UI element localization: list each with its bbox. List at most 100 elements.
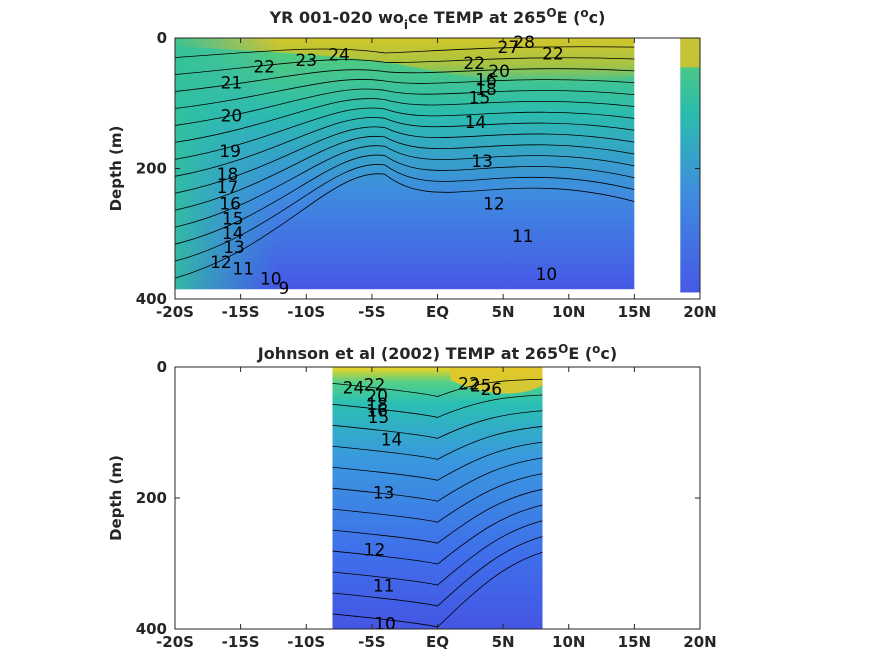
x-tick-label: -15S: [222, 633, 260, 651]
title-part: O: [546, 6, 556, 20]
contour-label: 21: [221, 74, 243, 94]
title-part: o: [592, 342, 600, 356]
contour-label: 16: [219, 194, 241, 214]
contour-line: [332, 426, 543, 460]
contour-line: [332, 520, 543, 586]
contour-label: 12: [364, 540, 386, 560]
contour-label: 22: [542, 44, 564, 64]
contour-label: 26: [480, 380, 502, 400]
temperature-field: [332, 367, 543, 629]
contour-line: [332, 488, 543, 544]
x-tick-label: -10S: [287, 633, 325, 651]
title-part: ce TEMP at 265: [408, 8, 546, 27]
contour-label: 12: [210, 253, 232, 273]
title-part: E (: [568, 344, 592, 363]
contour-label: 11: [373, 576, 395, 596]
contour-label: 18: [217, 165, 239, 185]
title-part: o: [580, 6, 588, 20]
side-strip-warm: [680, 38, 700, 68]
contour-line: [174, 57, 635, 75]
x-tick-label: -5S: [358, 303, 385, 321]
contour-label: 11: [232, 260, 254, 280]
title-part: YR 001-020 wo: [269, 8, 404, 27]
x-tick-label: -10S: [287, 303, 325, 321]
contour-label: 15: [469, 89, 491, 109]
title-part: c): [589, 8, 606, 27]
contour-label: 11: [512, 227, 534, 247]
x-tick-label: 15N: [618, 633, 651, 651]
contour-label: 14: [222, 224, 244, 244]
contour-line: [332, 457, 543, 502]
contour-label: 24: [343, 379, 365, 399]
contour-label: 22: [364, 375, 386, 395]
contour-label: 13: [223, 238, 245, 258]
y-tick-label: 0: [157, 29, 167, 47]
title-part: Johnson et al (2002) TEMP at 265: [257, 344, 558, 363]
contour-line: [174, 164, 635, 262]
x-tick-label: 10N: [552, 303, 585, 321]
contour-line: [174, 173, 635, 279]
contour-label: 24: [328, 46, 350, 66]
y-axis-label: Depth (m): [107, 126, 125, 212]
contour-line: [174, 135, 635, 211]
contour-line: [332, 394, 543, 418]
contour-label: 10: [536, 265, 558, 285]
contour-line: [332, 473, 543, 523]
contour-line: [174, 154, 635, 245]
y-axis-label: Depth (m): [107, 455, 125, 541]
contour-label: 22: [463, 54, 485, 74]
contour-label: 23: [295, 51, 317, 71]
contour-label: 20: [221, 106, 243, 126]
x-tick-label: -20S: [156, 633, 194, 651]
contour-label: 20: [488, 62, 510, 82]
contour-label: 10: [260, 269, 282, 289]
contour-label: 16: [366, 402, 388, 422]
x-tick-label: 5N: [492, 303, 515, 321]
contour-line: [174, 88, 635, 126]
x-tick-label: 5N: [492, 633, 515, 651]
y-tick-label: 200: [136, 489, 167, 507]
contour-label: 13: [471, 152, 493, 172]
title-part: O: [558, 342, 568, 356]
contour-label: 18: [475, 80, 497, 100]
missing-data-gap: [634, 38, 681, 290]
warm-surface-layer: [450, 367, 543, 394]
contour-label: 22: [458, 375, 480, 395]
contour-label: 25: [470, 377, 492, 397]
contour-label: 13: [373, 483, 395, 503]
contour-line: [332, 378, 543, 397]
contour-label: 22: [253, 57, 275, 77]
y-tick-label: 0: [157, 358, 167, 376]
contour-line: [332, 536, 543, 607]
y-tick-label: 200: [136, 160, 167, 178]
contour-line: [174, 46, 635, 58]
x-tick-label: EQ: [426, 633, 449, 651]
contour-line: [174, 78, 635, 109]
contour-label: 12: [483, 194, 505, 214]
contour-label: 14: [381, 430, 403, 450]
x-tick-label: 20N: [683, 303, 716, 321]
x-tick-label: EQ: [426, 303, 449, 321]
contour-line: [174, 98, 635, 143]
x-tick-label: -5S: [358, 633, 385, 651]
southern-shading: [175, 38, 382, 290]
y-tick-label: 400: [136, 290, 167, 308]
x-tick-label: -20S: [156, 303, 194, 321]
contour-line: [332, 441, 543, 481]
contour-label: 16: [475, 70, 497, 90]
title-part: i: [404, 18, 408, 32]
y-tick-label: 400: [136, 620, 167, 638]
x-tick-label: 10N: [552, 633, 585, 651]
contour-label: 10: [374, 614, 396, 634]
chart-title: Johnson et al (2002) TEMP at 265OE (oc): [257, 342, 617, 363]
side-strip: [680, 38, 700, 293]
x-tick-label: 20N: [683, 633, 716, 651]
title-part: E (: [557, 8, 581, 27]
contour-line: [332, 504, 543, 565]
contour-label: 20: [366, 386, 388, 406]
contour-label: 27: [498, 38, 520, 58]
title-part: c): [600, 344, 617, 363]
